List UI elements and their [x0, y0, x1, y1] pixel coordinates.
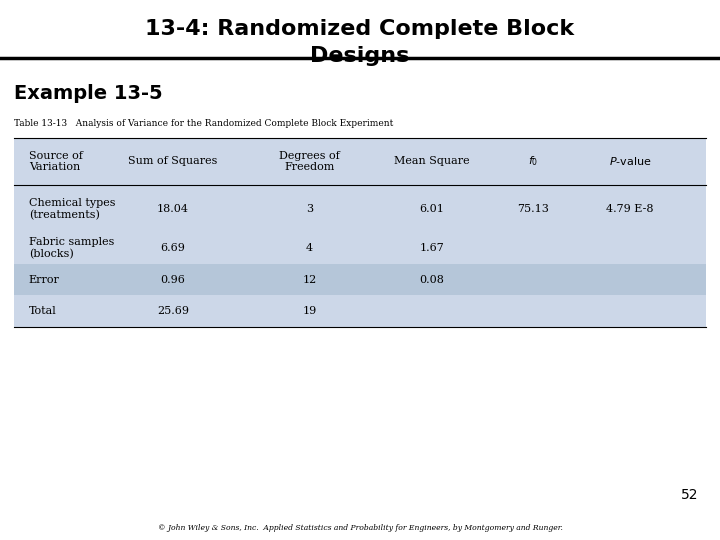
Text: 75.13: 75.13	[517, 204, 549, 214]
Text: Total: Total	[29, 306, 57, 316]
Text: Degrees of
Freedom: Degrees of Freedom	[279, 151, 340, 172]
Text: Table 13-13   Analysis of Variance for the Randomized Complete Block Experiment: Table 13-13 Analysis of Variance for the…	[14, 119, 394, 128]
Text: Fabric samples
(blocks): Fabric samples (blocks)	[29, 238, 114, 259]
Text: 6.69: 6.69	[161, 244, 185, 253]
Text: 4.79 E-8: 4.79 E-8	[606, 204, 654, 214]
Text: 1.67: 1.67	[420, 244, 444, 253]
Text: Sum of Squares: Sum of Squares	[128, 157, 217, 166]
Text: 52: 52	[681, 488, 698, 502]
Text: © John Wiley & Sons, Inc.  Applied Statistics and Probability for Engineers, by : © John Wiley & Sons, Inc. Applied Statis…	[158, 524, 562, 532]
Text: Mean Square: Mean Square	[394, 157, 470, 166]
Text: 0.08: 0.08	[420, 275, 444, 285]
Text: 13-4: Randomized Complete Block: 13-4: Randomized Complete Block	[145, 19, 575, 39]
Text: 18.04: 18.04	[157, 204, 189, 214]
Text: Example 13-5: Example 13-5	[14, 84, 163, 103]
Bar	[14, 264, 706, 295]
Text: $f_0$: $f_0$	[528, 154, 538, 168]
Text: 3: 3	[306, 204, 313, 214]
Text: Chemical types
(treatments): Chemical types (treatments)	[29, 198, 115, 220]
Text: 4: 4	[306, 244, 313, 253]
Text: 12: 12	[302, 275, 317, 285]
Text: $P$-value: $P$-value	[608, 156, 652, 167]
Text: Error: Error	[29, 275, 60, 285]
Bar	[14, 138, 706, 327]
Text: Designs: Designs	[310, 46, 410, 66]
Text: 0.96: 0.96	[161, 275, 185, 285]
Text: 25.69: 25.69	[157, 306, 189, 316]
Text: 6.01: 6.01	[420, 204, 444, 214]
Text: Source of
Variation: Source of Variation	[29, 151, 83, 172]
Text: 19: 19	[302, 306, 317, 316]
